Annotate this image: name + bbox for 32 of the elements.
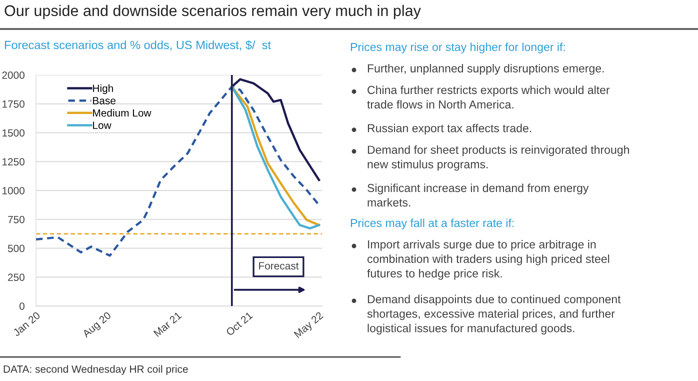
y-tick-label: 1250: [2, 158, 24, 166]
text: DATA: second Wednesday HR coil price: [4, 365, 188, 375]
text: Russian export tax affects trade.: [368, 124, 532, 135]
x-tick-label: Oct 21: [226, 311, 254, 336]
line-series: [36, 86, 320, 257]
text: Demand for sheet products is reinvigorated through new stimulus programs.: [368, 145, 629, 171]
x-tick-label: Mar 21: [153, 311, 182, 338]
text: China further restricts exports which would alter trade flows in North America.: [367, 86, 610, 109]
x-tick-label: May 22: [294, 311, 325, 340]
y-tick-label: 1000: [2, 187, 24, 194]
chart-title: Our upside and downside scenarios remain very much in play: [4, 4, 421, 20]
text: Significant increase in demand from energy markets.: [368, 184, 589, 207]
y-tick-label: 500: [8, 244, 24, 252]
y-tick-label: 2000: [2, 72, 24, 79]
legend-label: Medium Low: [93, 109, 152, 117]
y-tick-label: 750: [8, 216, 24, 224]
x-tick-label: Jan 20: [12, 311, 41, 337]
text: Import arrivals surge due to price arbitrage in combination with traders using high priced steel futures to hedge price risk.: [367, 240, 610, 280]
y-tick-label: 1750: [2, 100, 24, 108]
text: Prices may fall at a faster rate if:: [350, 218, 514, 230]
chart-subtitle: Forecast scenarios and % odds, US Midwest, $/ st: [4, 40, 271, 51]
annotation: Forecast: [259, 262, 299, 270]
legend-label: Base: [93, 97, 116, 104]
y-tick-label: 1500: [2, 129, 24, 137]
legend-label: Low: [93, 122, 112, 129]
text: Further, unplanned supply disruptions emerge.: [368, 64, 604, 75]
x-tick-label: Aug 20: [82, 311, 113, 340]
legend-label: High: [93, 84, 113, 94]
text: Prices may rise or stay higher for longer if:: [350, 42, 565, 54]
y-tick-label: 0: [20, 302, 24, 310]
y-tick-label: 250: [8, 274, 24, 281]
text: Demand disappoints due to continued component shortages, excessive material prices, and further logistical issues for manufactured goods.: [367, 294, 621, 335]
